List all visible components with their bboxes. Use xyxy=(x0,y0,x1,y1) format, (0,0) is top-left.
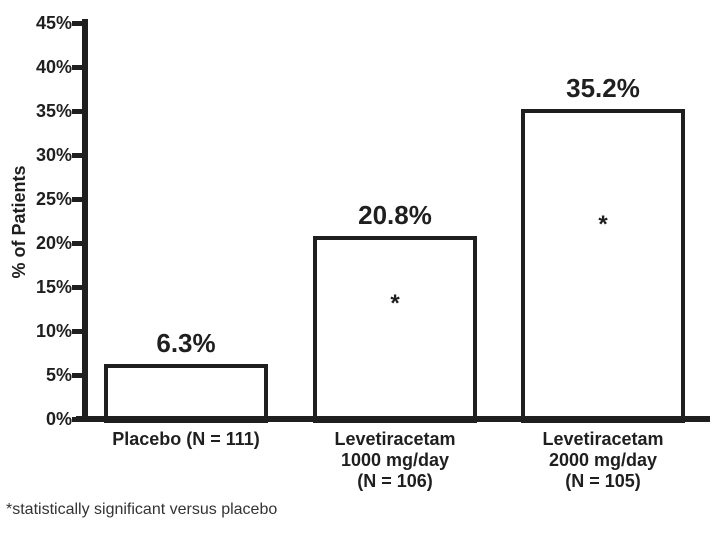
y-tick-label: 10% xyxy=(35,321,72,341)
x-category-label: Levetiracetam 1000 mg/day (N = 106) xyxy=(334,429,456,491)
y-tick-mark xyxy=(72,109,82,114)
y-tick-mark xyxy=(72,65,82,70)
y-tick-label: 30% xyxy=(35,145,72,165)
y-tick-label: 35% xyxy=(35,101,72,121)
bar-2 xyxy=(313,235,477,423)
y-tick-label: 40% xyxy=(35,57,72,77)
y-tick-mark xyxy=(72,21,82,26)
y-tick-label: 5% xyxy=(45,365,72,385)
bar-value-label: 20.8% xyxy=(358,199,432,230)
y-tick-mark xyxy=(72,153,82,158)
x-category-label: Placebo (N = 111) xyxy=(112,429,260,449)
footnote: *statistically significant versus placeb… xyxy=(6,501,278,518)
significance-asterisk: * xyxy=(390,289,400,317)
bar-1 xyxy=(104,363,268,423)
y-tick-mark xyxy=(72,373,82,378)
y-tick-mark xyxy=(72,285,82,290)
y-tick-label: 45% xyxy=(35,13,72,33)
y-tick-mark xyxy=(72,329,82,334)
y-tick-label: 15% xyxy=(35,277,72,297)
bar-value-label: 6.3% xyxy=(156,327,216,358)
significance-asterisk: * xyxy=(598,210,608,238)
y-tick-label: 0% xyxy=(45,409,72,429)
y-axis-title: % of Patients xyxy=(9,165,29,279)
y-tick-mark xyxy=(72,197,82,202)
y-tick-mark xyxy=(72,241,82,246)
x-axis-line xyxy=(76,416,710,422)
y-tick-label: 25% xyxy=(35,189,72,209)
bar-value-label: 35.2% xyxy=(566,73,640,104)
y-axis-line xyxy=(82,19,88,422)
y-tick-label: 20% xyxy=(35,233,72,253)
bar-3 xyxy=(521,109,685,423)
x-category-label: Levetiracetam 2000 mg/day (N = 105) xyxy=(542,429,664,491)
